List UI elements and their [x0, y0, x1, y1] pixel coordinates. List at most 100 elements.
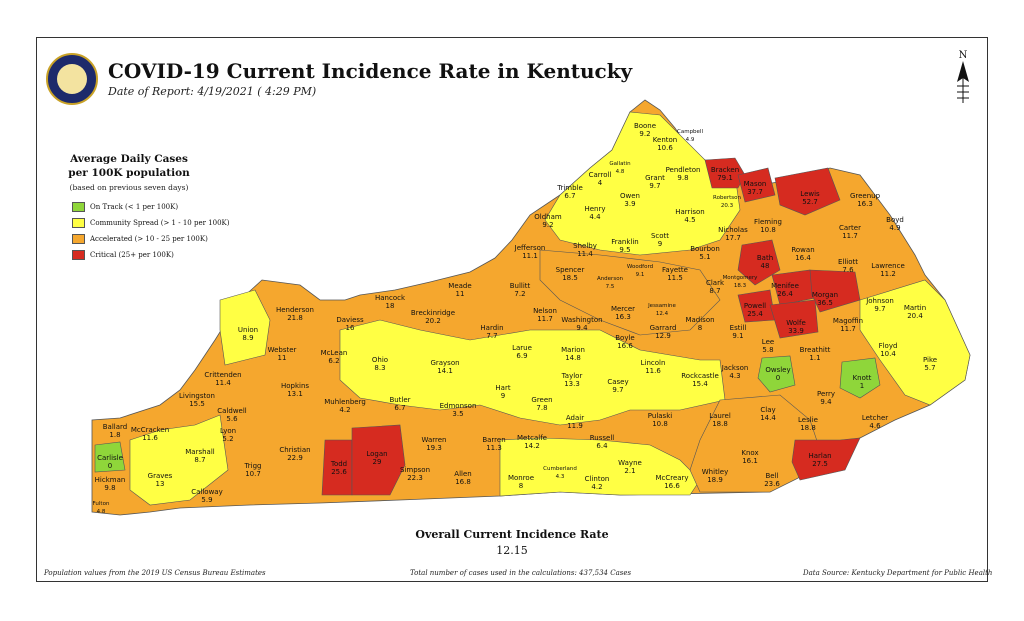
county-value-rowan: 16.4: [795, 254, 811, 262]
county-value-clay: 14.4: [760, 414, 776, 422]
county-value-boyle: 16.6: [617, 342, 633, 350]
county-label-russell: Russell: [590, 434, 615, 442]
county-value-harlan: 27.5: [812, 460, 828, 468]
county-label-boone: Boone: [634, 122, 656, 130]
county-value-kenton: 10.6: [657, 144, 673, 152]
county-label-knott: Knott: [853, 374, 872, 382]
county-label-daviess: Daviess: [336, 316, 364, 324]
county-value-madison: 8: [698, 324, 702, 332]
county-value-bourbon: 5.1: [699, 253, 710, 261]
county-value-hart: 9: [501, 392, 505, 400]
county-value-larue: 6.9: [516, 352, 527, 360]
county-value-crittenden: 11.4: [215, 379, 231, 387]
region-west-yellow: [129, 414, 229, 506]
county-label-edmonson: Edmonson: [440, 402, 477, 410]
county-label-hopkins: Hopkins: [281, 382, 309, 390]
county-value-woodford: 9.1: [636, 272, 645, 278]
county-label-whitley: Whitley: [702, 468, 728, 476]
county-value-bell: 23.6: [764, 480, 780, 488]
county-label-logan: Logan: [366, 450, 387, 458]
county-label-owen: Owen: [620, 192, 640, 200]
county-value-mccreary: 16.6: [664, 482, 680, 490]
county-label-henderson: Henderson: [276, 306, 314, 314]
county-value-metcalfe: 14.2: [524, 442, 540, 450]
county-label-livingston: Livingston: [179, 392, 215, 400]
legend-swatch: [72, 234, 85, 244]
county-label-gallatin: Gallatin: [609, 161, 631, 167]
county-value-butler: 6.7: [394, 404, 405, 412]
county-value-harrison: 4.5: [684, 216, 695, 224]
legend-item-accelerated: Accelerated (> 10 - 25 per 100K): [72, 233, 208, 245]
county-value-spencer: 18.5: [562, 274, 578, 282]
county-value-casey: 9.7: [612, 386, 623, 394]
county-label-clay: Clay: [760, 406, 775, 414]
county-label-grant: Grant: [645, 174, 665, 182]
county-label-webster: Webster: [268, 346, 297, 354]
county-value-jefferson: 11.1: [522, 252, 538, 260]
county-label-green: Green: [531, 396, 552, 404]
county-label-elliott: Elliott: [838, 258, 858, 266]
county-value-trigg: 10.7: [245, 470, 261, 478]
county-label-jessamine: Jessamine: [647, 303, 676, 309]
county-label-warren: Warren: [422, 436, 447, 444]
county-value-morgan: 36.5: [817, 299, 833, 307]
county-value-ballard: 1.8: [109, 431, 120, 439]
county-value-wolfe: 33.9: [788, 327, 804, 335]
legend-swatch: [72, 218, 85, 228]
county-label-robertson: Robertson: [713, 195, 741, 201]
county-label-owsley: Owsley: [765, 366, 790, 374]
county-label-bourbon: Bourbon: [690, 245, 720, 253]
county-label-laurel: Laurel: [709, 412, 731, 420]
county-label-hancock: Hancock: [375, 294, 406, 302]
county-value-grayson: 14.1: [437, 367, 453, 375]
county-label-martin: Martin: [904, 304, 926, 312]
county-label-estill: Estill: [730, 324, 747, 332]
county-value-laurel: 18.8: [712, 420, 728, 428]
county-value-jessamine: 12.4: [656, 311, 669, 317]
county-value-rockcastle: 15.4: [692, 380, 708, 388]
county-value-menifee: 26.4: [777, 290, 793, 298]
county-value-magoffin: 11.7: [840, 325, 856, 333]
county-value-monroe: 8: [519, 482, 523, 490]
county-label-spencer: Spencer: [556, 266, 585, 274]
county-value-clark: 8.7: [709, 287, 720, 295]
county-value-clinton: 4.2: [591, 483, 602, 491]
county-value-union: 8.9: [242, 334, 253, 342]
county-label-kenton: Kenton: [653, 136, 677, 144]
county-value-letcher: 4.6: [869, 422, 881, 430]
county-value-gallatin: 4.8: [616, 169, 625, 175]
county-label-hickman: Hickman: [95, 476, 126, 484]
county-label-harrison: Harrison: [675, 208, 705, 216]
county-label-ballard: Ballard: [103, 423, 127, 431]
county-value-fulton: 4.8: [97, 509, 106, 515]
county-label-marion: Marion: [561, 346, 585, 354]
county-value-carter: 11.7: [842, 232, 858, 240]
county-label-fayette: Fayette: [662, 266, 688, 274]
county-value-whitley: 18.9: [707, 476, 723, 484]
county-value-shelby: 11.4: [577, 250, 593, 258]
county-value-knott: 1: [860, 382, 864, 390]
county-label-menifee: Menifee: [771, 282, 799, 290]
county-label-harlan: Harlan: [808, 452, 831, 460]
county-label-boyle: Boyle: [615, 334, 634, 342]
county-label-leslie: Leslie: [798, 416, 818, 424]
county-label-bath: Bath: [757, 254, 773, 262]
county-label-mclean: McLean: [321, 349, 348, 357]
county-label-knox: Knox: [741, 449, 758, 457]
county-value-breckinridge: 20.2: [425, 317, 441, 325]
county-value-pulaski: 10.8: [652, 420, 668, 428]
county-value-perry: 9.4: [820, 398, 832, 406]
region-central-orange: [539, 249, 721, 336]
kentucky-state-seal: [46, 53, 98, 105]
county-value-knox: 16.1: [742, 457, 758, 465]
county-bath-shape: [737, 239, 781, 286]
county-value-johnson: 9.7: [874, 305, 885, 313]
county-label-lawrence: Lawrence: [871, 262, 905, 270]
county-label-nicholas: Nicholas: [718, 226, 748, 234]
county-value-owsley: 0: [776, 374, 780, 382]
county-label-pulaski: Pulaski: [648, 412, 672, 420]
county-value-henderson: 21.8: [287, 314, 303, 322]
county-label-morgan: Morgan: [812, 291, 838, 299]
county-label-wolfe: Wolfe: [786, 319, 806, 327]
